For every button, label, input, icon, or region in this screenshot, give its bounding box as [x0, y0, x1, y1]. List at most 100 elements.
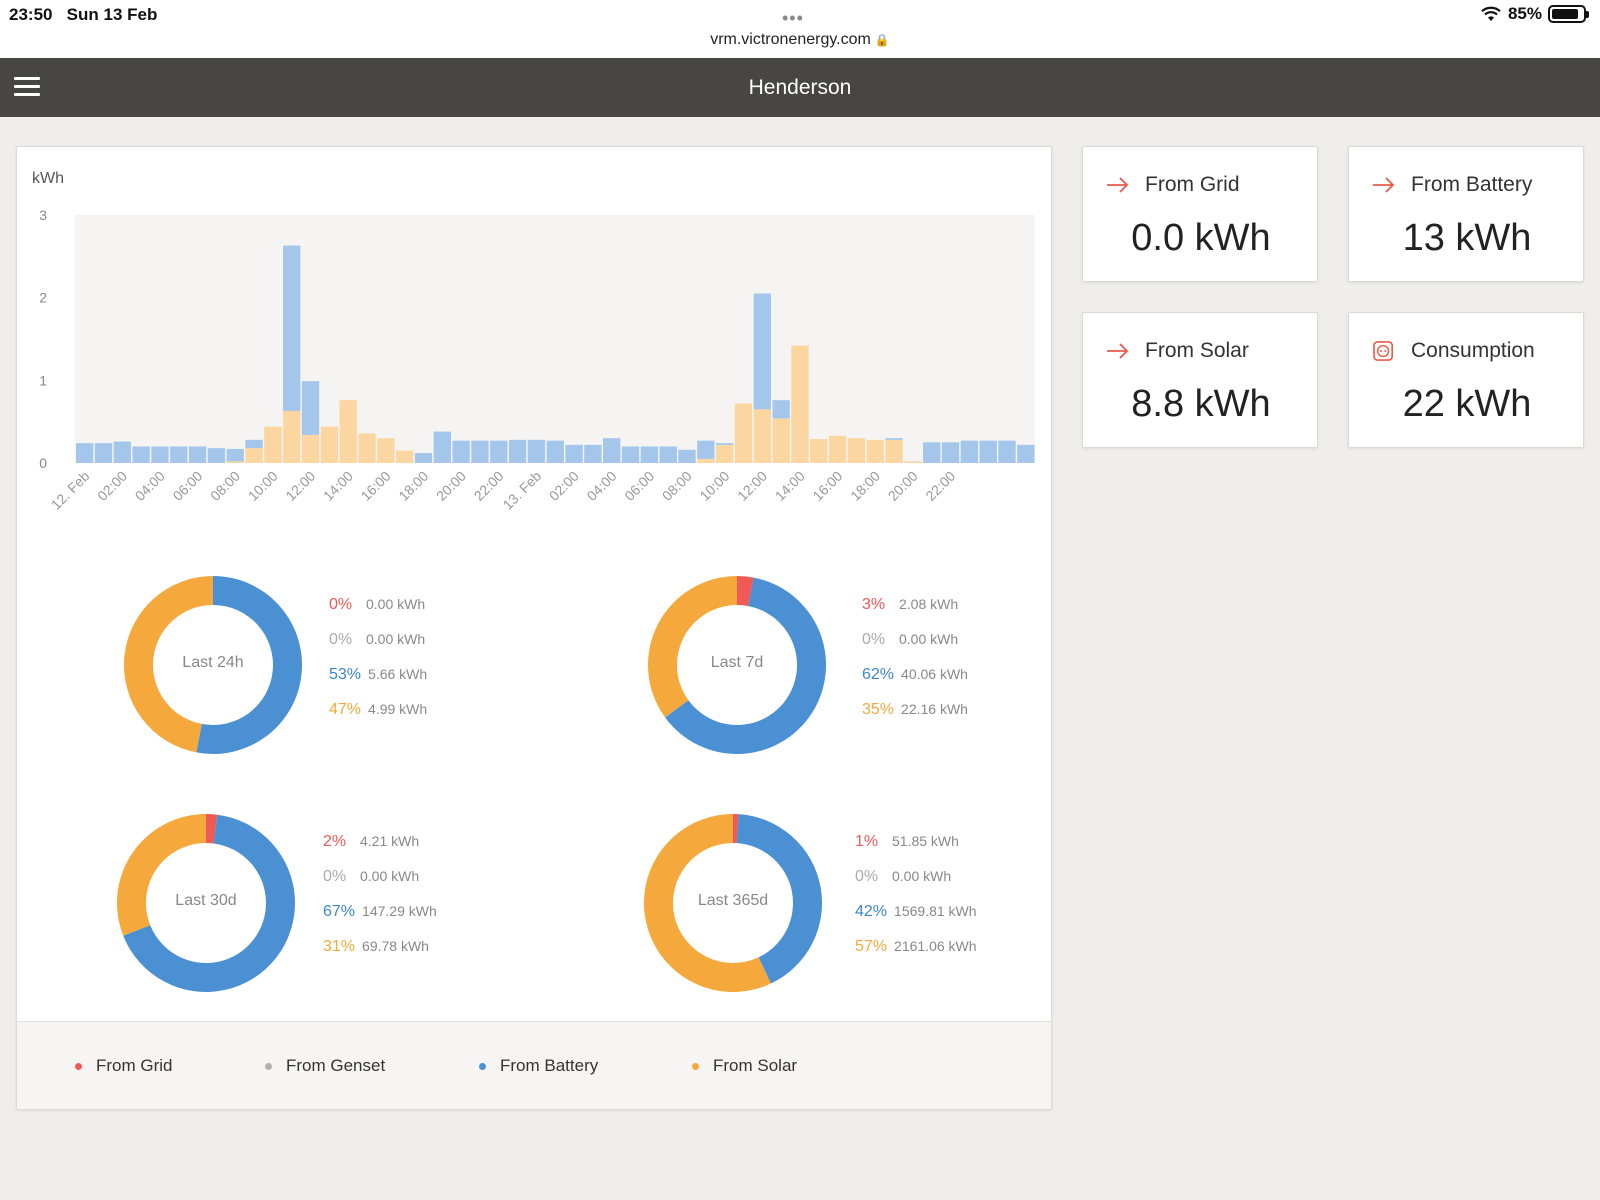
- bar-battery[interactable]: [226, 448, 244, 462]
- bar-battery[interactable]: [678, 449, 696, 463]
- donut-slice[interactable]: [123, 576, 213, 753]
- stat-percent: 2%: [323, 833, 347, 850]
- bar-solar[interactable]: [772, 418, 790, 463]
- bar-battery[interactable]: [245, 439, 263, 449]
- bar-battery[interactable]: [772, 400, 790, 419]
- legend-item-battery[interactable]: From Battery: [479, 1056, 598, 1076]
- bar-solar[interactable]: [810, 439, 828, 463]
- donut-chart[interactable]: [646, 574, 828, 756]
- bar-battery[interactable]: [603, 438, 621, 463]
- bar-battery[interactable]: [414, 453, 433, 463]
- bar-battery[interactable]: [508, 439, 527, 463]
- donut-chart[interactable]: [122, 574, 304, 756]
- bar-battery[interactable]: [941, 442, 960, 463]
- legend-item-solar[interactable]: From Solar: [692, 1056, 797, 1076]
- stat-kwh: 0.00 kWh: [366, 596, 426, 612]
- bar-battery[interactable]: [640, 446, 659, 463]
- bar-battery[interactable]: [753, 293, 771, 410]
- bar-battery[interactable]: [546, 440, 564, 463]
- card-from-battery[interactable]: From Battery 13 kWh: [1348, 146, 1584, 282]
- donut-slice[interactable]: [123, 814, 295, 992]
- bar-battery[interactable]: [490, 440, 508, 463]
- bar-solar[interactable]: [320, 426, 339, 463]
- stat-percent: 62%: [862, 666, 895, 683]
- bar-solar[interactable]: [716, 444, 734, 463]
- bar-battery[interactable]: [960, 440, 979, 463]
- bar-solar[interactable]: [885, 439, 903, 463]
- donut-slice[interactable]: [116, 814, 206, 936]
- arrow-right-icon: [1107, 177, 1129, 193]
- card-label: Consumption: [1411, 339, 1535, 362]
- bar-battery[interactable]: [301, 381, 320, 435]
- card-consumption[interactable]: Consumption 22 kWh: [1348, 312, 1584, 448]
- card-from-grid[interactable]: From Grid 0.0 kWh: [1082, 146, 1318, 282]
- bar-battery[interactable]: [170, 446, 188, 463]
- stat-kwh: 69.78 kWh: [362, 938, 429, 954]
- stat-kwh: 40.06 kWh: [901, 666, 968, 682]
- bar-solar[interactable]: [697, 458, 715, 463]
- bar-solar[interactable]: [264, 426, 282, 463]
- address-bar[interactable]: vrm.victronenergy.com 🔒: [0, 31, 1600, 49]
- bar-solar[interactable]: [377, 438, 395, 463]
- donut-chart[interactable]: [642, 812, 824, 994]
- bar-battery[interactable]: [452, 440, 470, 463]
- bar-battery[interactable]: [283, 245, 301, 411]
- bar-battery[interactable]: [885, 438, 903, 440]
- bar-battery[interactable]: [94, 443, 113, 463]
- bar-battery[interactable]: [1017, 444, 1035, 463]
- donut-slice[interactable]: [664, 577, 826, 754]
- bar-solar[interactable]: [226, 461, 244, 463]
- bar-battery[interactable]: [113, 441, 131, 463]
- bar-battery[interactable]: [471, 440, 489, 463]
- legend-item-grid[interactable]: From Grid: [75, 1056, 173, 1076]
- stat-row-genset: 0% 0.00 kWh: [329, 622, 427, 657]
- donut-slice[interactable]: [206, 814, 218, 844]
- bar-solar[interactable]: [847, 438, 866, 463]
- bar-battery[interactable]: [207, 448, 226, 463]
- donut-slice[interactable]: [648, 576, 737, 718]
- donut-chart[interactable]: [115, 812, 297, 994]
- bar-solar[interactable]: [339, 400, 357, 463]
- bar-battery[interactable]: [132, 446, 150, 463]
- stat-kwh: 4.99 kWh: [368, 701, 428, 717]
- bar-battery[interactable]: [998, 440, 1016, 463]
- donut-slice[interactable]: [737, 576, 754, 607]
- bar-battery[interactable]: [565, 444, 583, 463]
- bar-battery[interactable]: [697, 440, 715, 459]
- bar-battery[interactable]: [76, 443, 94, 463]
- bar-battery[interactable]: [188, 446, 207, 463]
- bar-battery[interactable]: [716, 443, 734, 445]
- donut-slice[interactable]: [736, 814, 822, 984]
- bar-solar[interactable]: [753, 409, 771, 463]
- bar-solar[interactable]: [828, 435, 847, 463]
- bar-battery[interactable]: [659, 446, 677, 463]
- bar-battery[interactable]: [621, 446, 640, 463]
- bar-solar[interactable]: [904, 461, 922, 463]
- bar-solar[interactable]: [396, 450, 414, 463]
- hamburger-menu-icon[interactable]: [14, 77, 40, 97]
- donut-slice[interactable]: [196, 576, 302, 754]
- legend-dot: [692, 1062, 699, 1070]
- bar-solar[interactable]: [358, 433, 376, 463]
- bar-solar[interactable]: [245, 448, 263, 463]
- more-dots-icon[interactable]: •••: [782, 8, 804, 28]
- bar-solar[interactable]: [866, 439, 884, 463]
- bar-solar[interactable]: [791, 345, 809, 463]
- bar-solar[interactable]: [283, 410, 301, 463]
- legend-item-genset[interactable]: From Genset: [265, 1056, 385, 1076]
- bar-battery[interactable]: [979, 440, 997, 463]
- donut-slice[interactable]: [733, 814, 739, 844]
- bar-battery[interactable]: [923, 442, 941, 463]
- y-tick-label: 1: [39, 372, 47, 388]
- card-from-solar[interactable]: From Solar 8.8 kWh: [1082, 312, 1318, 448]
- bar-battery[interactable]: [584, 444, 602, 463]
- y-tick-label: 2: [39, 290, 47, 306]
- donut-slice[interactable]: [644, 814, 771, 992]
- bar-solar[interactable]: [734, 403, 753, 463]
- bar-battery[interactable]: [433, 431, 451, 463]
- x-tick-label: 16:00: [809, 468, 845, 504]
- bar-battery[interactable]: [527, 439, 546, 463]
- bar-solar[interactable]: [301, 434, 320, 463]
- bar-battery[interactable]: [151, 446, 169, 463]
